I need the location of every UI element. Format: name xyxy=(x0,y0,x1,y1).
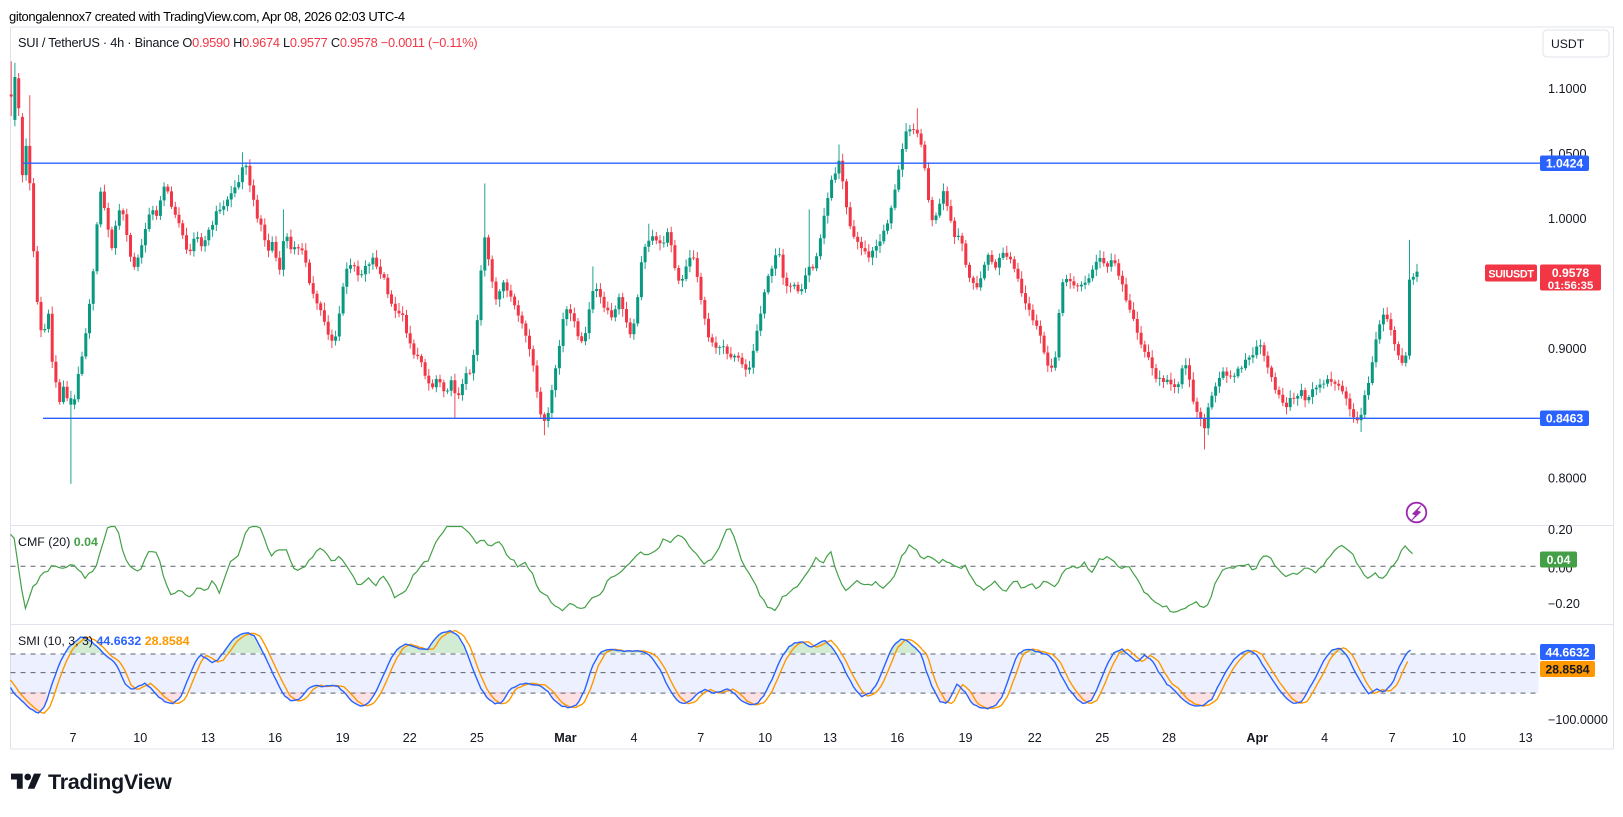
svg-text:19: 19 xyxy=(336,731,350,745)
svg-text:10: 10 xyxy=(133,731,147,745)
svg-text:16: 16 xyxy=(268,731,282,745)
svg-text:SUIUSDT: SUIUSDT xyxy=(1488,268,1534,280)
svg-text:7: 7 xyxy=(697,731,704,745)
svg-text:13: 13 xyxy=(823,731,837,745)
svg-text:25: 25 xyxy=(1095,731,1109,745)
svg-text:SUI / TetherUS · 4h · Binance: SUI / TetherUS · 4h · Binance O0.9590 H0… xyxy=(18,35,477,50)
svg-text:Apr: Apr xyxy=(1246,731,1268,745)
svg-text:22: 22 xyxy=(1028,731,1042,745)
svg-text:25: 25 xyxy=(470,731,484,745)
svg-text:19: 19 xyxy=(958,731,972,745)
svg-text:13: 13 xyxy=(201,731,215,745)
svg-text:0.9578: 0.9578 xyxy=(1552,266,1589,280)
svg-text:TradingView: TradingView xyxy=(48,769,172,794)
svg-text:CMF (20) 0.04: CMF (20) 0.04 xyxy=(18,535,98,549)
svg-text:16: 16 xyxy=(890,731,904,745)
svg-text:28.8584: 28.8584 xyxy=(1545,662,1589,676)
svg-text:28: 28 xyxy=(1162,731,1176,745)
svg-text:−100.0000: −100.0000 xyxy=(1548,713,1608,727)
svg-text:10: 10 xyxy=(1452,731,1466,745)
svg-text:SMI (10, 3, 3) 44.6632 28.8584: SMI (10, 3, 3) 44.6632 28.8584 xyxy=(18,634,190,648)
svg-text:0.8000: 0.8000 xyxy=(1548,472,1587,486)
svg-text:44.6632: 44.6632 xyxy=(1545,645,1589,659)
svg-text:7: 7 xyxy=(69,731,76,745)
svg-text:0.04: 0.04 xyxy=(1547,553,1571,567)
svg-text:4: 4 xyxy=(630,731,637,745)
svg-text:−0.20: −0.20 xyxy=(1548,597,1580,611)
svg-text:1.1000: 1.1000 xyxy=(1548,82,1587,96)
svg-text:1.0424: 1.0424 xyxy=(1546,157,1583,171)
svg-text:4: 4 xyxy=(1321,731,1328,745)
svg-text:01:56:35: 01:56:35 xyxy=(1548,280,1594,292)
svg-text:0.8463: 0.8463 xyxy=(1546,412,1583,426)
svg-text:10: 10 xyxy=(758,731,772,745)
svg-text:0.20: 0.20 xyxy=(1548,523,1573,537)
svg-text:0.9000: 0.9000 xyxy=(1548,342,1587,356)
svg-text:gitongalennox7 created with Tr: gitongalennox7 created with TradingView.… xyxy=(9,9,405,24)
svg-text:13: 13 xyxy=(1519,731,1533,745)
svg-text:Mar: Mar xyxy=(554,731,576,745)
svg-text:7: 7 xyxy=(1389,731,1396,745)
svg-text:USDT: USDT xyxy=(1551,37,1585,51)
svg-text:1.0000: 1.0000 xyxy=(1548,212,1587,226)
svg-text:22: 22 xyxy=(403,731,417,745)
